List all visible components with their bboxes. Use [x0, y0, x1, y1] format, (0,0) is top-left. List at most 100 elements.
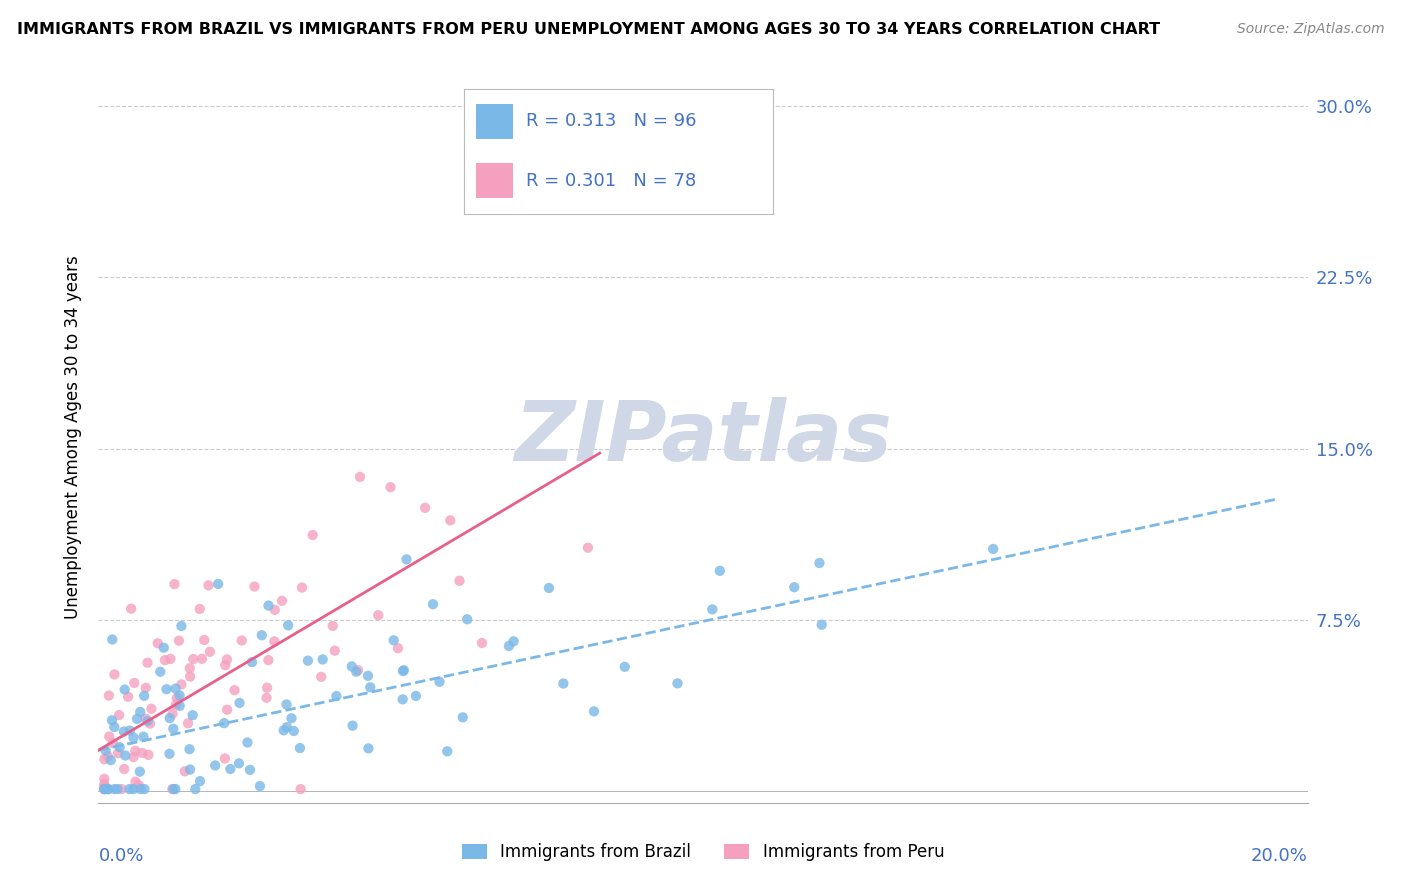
Point: [280, 711, 302, 725]
Point: [125, 712, 148, 726]
Point: [502, 634, 524, 648]
Point: [256, 681, 278, 695]
Point: [128, 778, 150, 792]
Point: [666, 676, 689, 690]
Point: [101, 713, 124, 727]
Point: [271, 594, 294, 608]
Point: [257, 653, 280, 667]
Point: [170, 677, 193, 691]
Point: [290, 782, 312, 797]
Point: [228, 696, 250, 710]
Point: [101, 632, 124, 647]
Point: [118, 782, 141, 797]
Point: [214, 658, 236, 673]
Point: [93, 782, 115, 797]
Point: [436, 744, 458, 758]
Point: [576, 541, 599, 555]
Bar: [477, 104, 513, 139]
Point: [702, 602, 724, 616]
Point: [240, 655, 263, 669]
Point: [93, 780, 115, 794]
Point: [810, 617, 832, 632]
Text: Source: ZipAtlas.com: Source: ZipAtlas.com: [1237, 22, 1385, 37]
Point: [387, 641, 409, 656]
Bar: [477, 163, 513, 198]
Point: [93, 752, 115, 766]
Point: [103, 782, 125, 797]
Point: [94, 744, 117, 758]
Point: [159, 652, 181, 666]
Point: [112, 724, 135, 739]
Point: [239, 763, 262, 777]
Point: [132, 730, 155, 744]
Point: [323, 643, 346, 657]
Point: [124, 744, 146, 758]
Point: [382, 633, 405, 648]
Point: [981, 541, 1004, 556]
Point: [311, 652, 333, 666]
Point: [413, 500, 436, 515]
Point: [357, 741, 380, 756]
Point: [163, 577, 186, 591]
Text: 20.0%: 20.0%: [1251, 847, 1308, 864]
Point: [165, 681, 187, 696]
Point: [129, 782, 152, 797]
Point: [97, 782, 120, 797]
Point: [498, 639, 520, 653]
Text: 0.0%: 0.0%: [98, 847, 143, 864]
Text: ZIPatlas: ZIPatlas: [515, 397, 891, 477]
Point: [97, 689, 120, 703]
Point: [709, 564, 731, 578]
Point: [179, 763, 201, 777]
Point: [456, 612, 478, 626]
Point: [207, 577, 229, 591]
Point: [120, 601, 142, 615]
Point: [228, 756, 250, 771]
Point: [325, 689, 347, 703]
Point: [191, 652, 214, 666]
Point: [149, 665, 172, 679]
Point: [108, 708, 131, 723]
Point: [97, 782, 120, 797]
Point: [359, 681, 381, 695]
Point: [114, 748, 136, 763]
Point: [451, 710, 474, 724]
Point: [165, 698, 187, 712]
Point: [276, 698, 298, 712]
Point: [257, 599, 280, 613]
Point: [357, 669, 380, 683]
Point: [129, 705, 152, 719]
Point: [177, 716, 200, 731]
Point: [273, 723, 295, 738]
Point: [93, 777, 115, 791]
Point: [107, 746, 129, 760]
Point: [146, 636, 169, 650]
Point: [231, 633, 253, 648]
Point: [198, 645, 221, 659]
Point: [114, 682, 136, 697]
Point: [283, 723, 305, 738]
Point: [263, 634, 285, 648]
Point: [349, 470, 371, 484]
Point: [224, 683, 246, 698]
Point: [392, 664, 415, 678]
Point: [297, 654, 319, 668]
Point: [141, 702, 163, 716]
Y-axis label: Unemployment Among Ages 30 to 34 years: Unemployment Among Ages 30 to 34 years: [63, 255, 82, 619]
Point: [449, 574, 471, 588]
Point: [103, 667, 125, 681]
Point: [165, 782, 187, 797]
Point: [219, 762, 242, 776]
Point: [169, 698, 191, 713]
Point: [405, 689, 427, 703]
Point: [249, 779, 271, 793]
Point: [93, 772, 115, 786]
Point: [166, 690, 188, 705]
Point: [236, 735, 259, 749]
Point: [112, 762, 135, 776]
Point: [155, 682, 177, 697]
Point: [135, 681, 157, 695]
Point: [97, 749, 120, 764]
Point: [117, 690, 139, 704]
Point: [136, 714, 159, 728]
